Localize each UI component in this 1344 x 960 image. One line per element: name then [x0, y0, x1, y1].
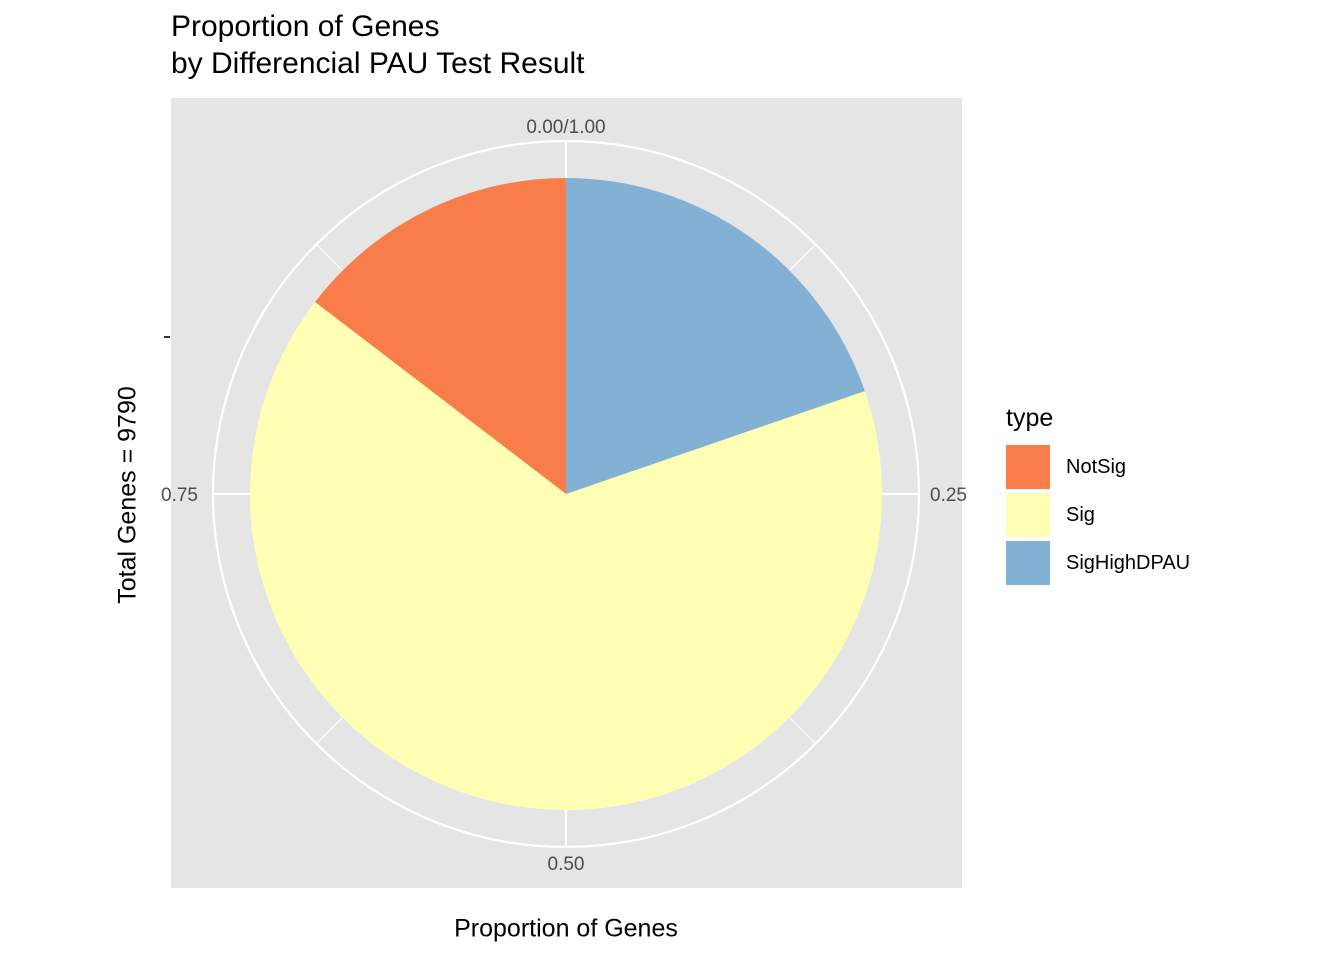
tick-label: 0.75 — [161, 485, 198, 506]
legend-item-sighighdpau: SigHighDPAU — [1006, 539, 1190, 587]
legend-key-sig — [1006, 493, 1050, 537]
legend: type NotSig Sig SigHighDPAU — [1006, 404, 1190, 587]
chart-title-line-2: by Differencial PAU Test Result — [171, 47, 585, 80]
legend-item-notsig: NotSig — [1006, 443, 1190, 491]
legend-title: type — [1006, 404, 1054, 432]
legend-label-sighighdpau: SigHighDPAU — [1066, 551, 1191, 574]
pie-slices — [250, 178, 883, 810]
chart-title-line-1: Proportion of Genes — [171, 10, 440, 43]
tick-label: 0.00/1.00 — [526, 117, 605, 138]
angle-ticks: 0.00/1.00 0.25 0.50 0.75 — [161, 117, 967, 875]
legend-key-notsig — [1006, 445, 1050, 489]
legend-label-notsig: NotSig — [1066, 455, 1127, 478]
slice-sighighdpau — [566, 178, 865, 494]
legend-key-sighighdpau — [1006, 541, 1050, 585]
x-axis-label: Proportion of Genes — [454, 914, 678, 943]
legend-label-sig: Sig — [1066, 503, 1095, 526]
slice-sig — [250, 302, 883, 810]
tick-label: 0.25 — [930, 485, 967, 506]
legend-item-sig: Sig — [1006, 491, 1190, 539]
y-axis-label: Total Genes = 9790 — [113, 386, 142, 604]
tick-label: 0.50 — [548, 854, 585, 875]
slice-notsig — [314, 178, 566, 494]
